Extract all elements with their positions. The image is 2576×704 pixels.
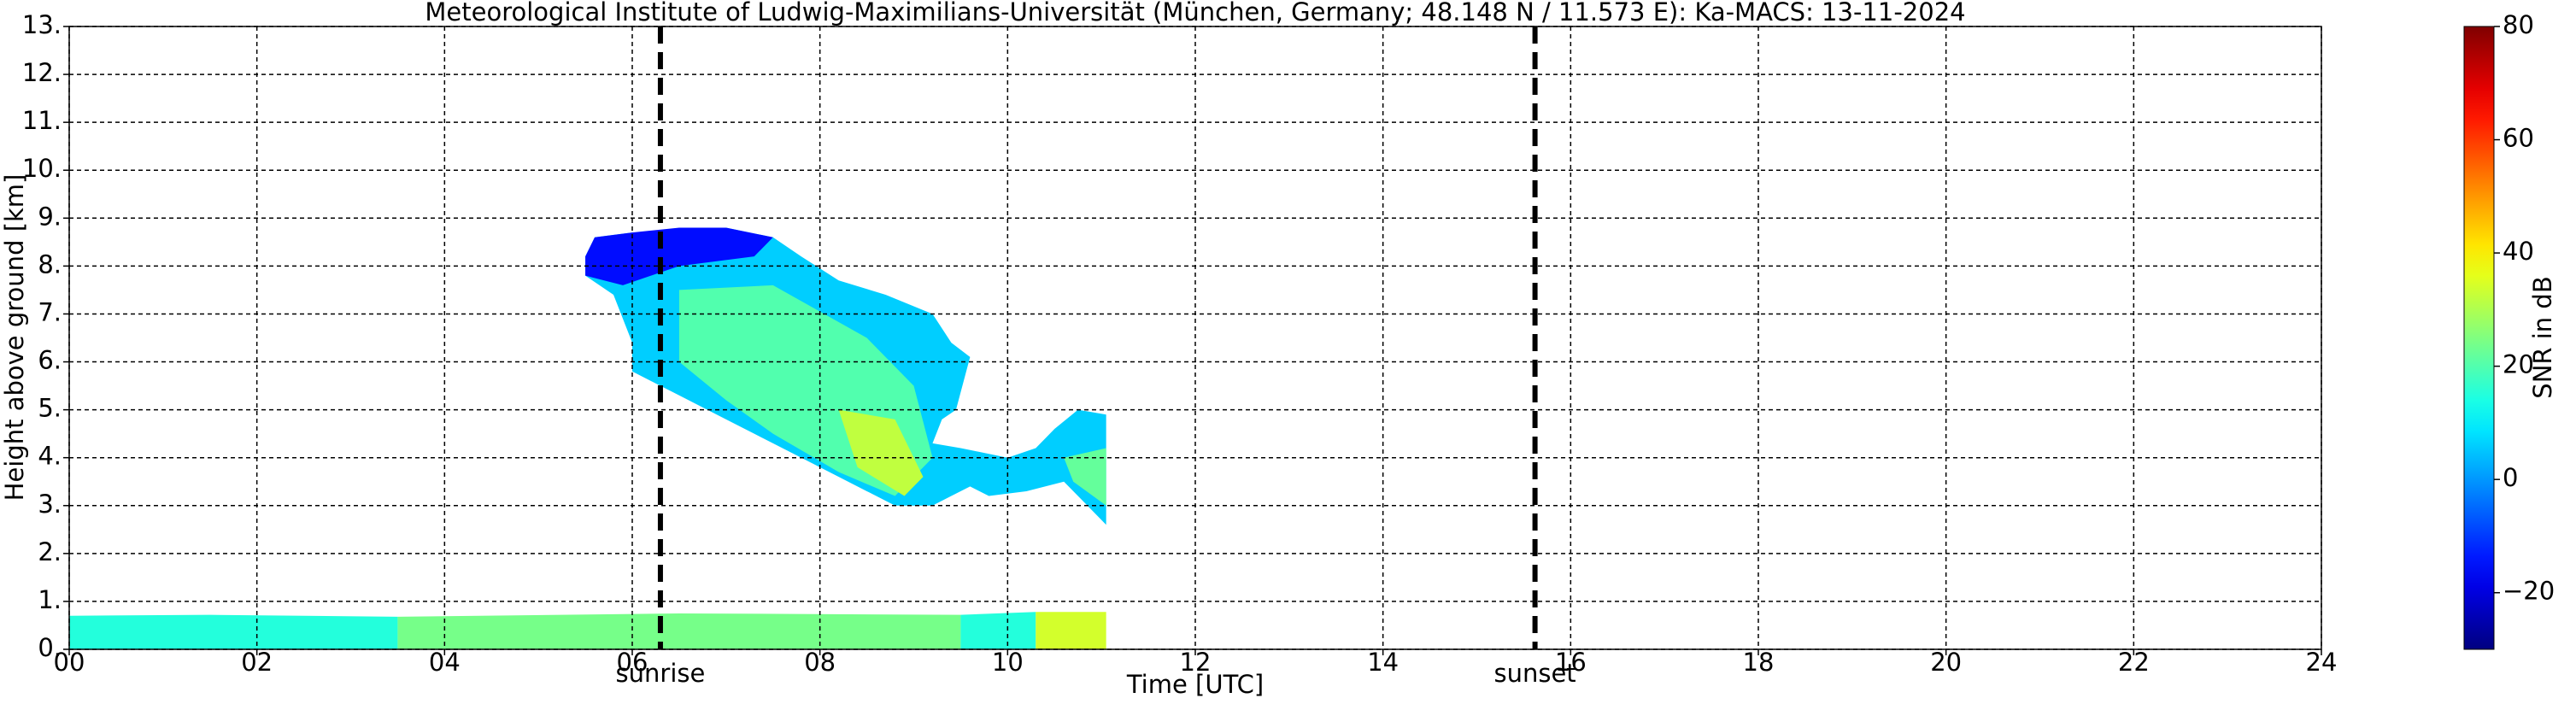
x-axis-label: Time [UTC] [1126, 670, 1264, 699]
x-tick-label: 24 [2306, 648, 2338, 677]
x-tick-label: 08 [804, 648, 836, 677]
x-tick-label: 00 [54, 648, 85, 677]
marker-label: sunset [1493, 659, 1576, 688]
colorbar-tick-label: 0 [2503, 463, 2518, 492]
colorbar-tick-label: 80 [2503, 10, 2534, 39]
marker-label: sunrise [616, 659, 706, 688]
y-tick-label: 5. [38, 394, 62, 423]
y-tick-label: 6. [38, 346, 62, 375]
y-tick-label: 4. [38, 442, 62, 471]
x-tick-label: 22 [2118, 648, 2150, 677]
y-tick-label: 7. [38, 297, 62, 326]
y-tick-label: 2. [38, 537, 62, 566]
x-tick-label: 16 [1555, 648, 1587, 677]
y-tick-label: 11. [22, 106, 62, 135]
y-tick-label: 12. [22, 58, 62, 87]
y-tick-label: 1. [38, 585, 62, 614]
y-tick-label: 0. [38, 633, 62, 662]
x-tick-label: 20 [1930, 648, 1962, 677]
x-tick-label: 10 [992, 648, 1024, 677]
y-axis-label: Height above ground [km] [0, 174, 29, 502]
radar-echo [397, 613, 961, 649]
y-tick-label: 8. [38, 249, 62, 279]
colorbar-tick-label: 40 [2503, 237, 2534, 266]
x-tick-label: 04 [429, 648, 461, 677]
y-tick-label: 13. [22, 10, 62, 39]
colorbar-tick-label: −20 [2503, 577, 2555, 606]
x-tick-label: 02 [241, 648, 273, 677]
y-tick-label: 9. [38, 202, 62, 231]
colorbar-tick-label: 60 [2503, 124, 2534, 153]
x-tick-label: 14 [1367, 648, 1399, 677]
y-tick-label: 10. [22, 154, 62, 183]
radar-echo [838, 409, 924, 496]
radar-echo [1064, 448, 1106, 506]
x-tick-label: 06 [617, 648, 648, 677]
chart-title: Meteorological Institute of Ludwig-Maxim… [425, 0, 1965, 26]
colorbar-tick-label: 20 [2503, 350, 2534, 379]
colorbar [2463, 26, 2495, 650]
radar-echo [69, 614, 398, 649]
plot-frame [68, 26, 2322, 650]
colorbar-label: SNR in dB [2528, 276, 2557, 398]
radar-echo [1036, 612, 1106, 649]
radar-echo [960, 612, 1036, 649]
y-tick-label: 3. [38, 490, 62, 519]
x-tick-label: 12 [1180, 648, 1212, 677]
x-tick-label: 18 [1743, 648, 1775, 677]
